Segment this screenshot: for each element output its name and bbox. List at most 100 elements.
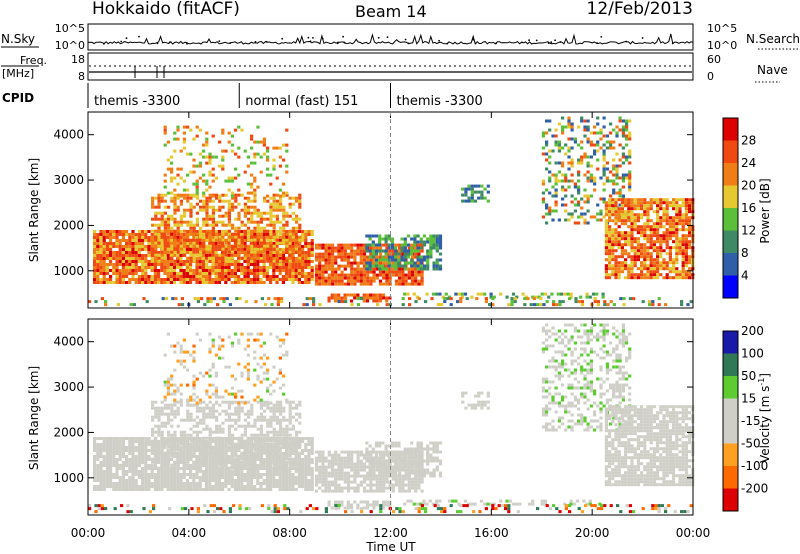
data-cell	[265, 254, 269, 257]
data-cell	[617, 207, 621, 211]
data-cell	[211, 211, 215, 215]
data-cell	[272, 205, 276, 209]
data-cell	[420, 282, 424, 286]
data-cell	[564, 209, 568, 213]
data-cell	[611, 252, 615, 256]
data-cell	[192, 253, 196, 257]
data-cell	[375, 299, 379, 303]
data-cell	[359, 273, 363, 277]
data-cell	[294, 263, 298, 266]
data-cell	[176, 244, 180, 248]
data-cell	[253, 458, 257, 461]
data-cell	[304, 278, 308, 281]
data-cell	[154, 211, 158, 215]
data-cell	[163, 266, 167, 269]
data-cell	[272, 208, 276, 212]
data-cell	[218, 214, 222, 218]
data-cell	[589, 215, 593, 219]
data-cell	[656, 237, 660, 241]
data-cell	[211, 281, 215, 284]
data-cell	[636, 258, 640, 262]
data-cell	[150, 269, 154, 272]
data-cell	[567, 149, 571, 153]
data-cell	[681, 273, 685, 277]
data-cell	[611, 246, 615, 250]
data-cell	[394, 261, 398, 265]
data-cell	[185, 269, 189, 272]
data-cell	[337, 293, 341, 297]
data-cell	[154, 259, 158, 263]
data-cell	[243, 488, 247, 491]
noise-right-tick-top: 10^5	[707, 22, 737, 35]
data-cell	[249, 470, 253, 473]
data-cell	[656, 231, 660, 235]
data-cell	[144, 245, 148, 248]
data-cell	[678, 207, 682, 211]
data-cell	[153, 281, 157, 284]
data-cell	[265, 233, 269, 236]
data-cell	[652, 270, 656, 274]
data-cell	[400, 237, 404, 241]
data-cell	[179, 250, 183, 254]
data-cell	[394, 258, 398, 262]
data-cell	[272, 278, 276, 281]
data-cell	[173, 229, 177, 233]
data-cell	[275, 479, 279, 482]
data-cell	[134, 488, 138, 491]
data-cell	[554, 140, 558, 144]
data-cell	[374, 243, 379, 247]
data-cell	[166, 266, 170, 269]
data-cell	[304, 482, 308, 485]
data-cell	[688, 267, 692, 271]
data-cell	[281, 437, 285, 440]
data-cell	[672, 261, 676, 265]
data-cell	[176, 275, 180, 278]
data-cell	[141, 467, 145, 470]
data-cell	[298, 259, 302, 263]
data-cell	[573, 185, 577, 189]
data-cell	[541, 182, 545, 186]
data-cell	[189, 205, 193, 209]
data-cell	[179, 479, 183, 482]
data-cell	[109, 464, 113, 467]
data-cell	[278, 146, 282, 150]
data-cell	[589, 140, 593, 144]
data-cell	[195, 125, 199, 129]
data-cell	[420, 279, 424, 283]
data-cell	[147, 266, 151, 269]
data-cell	[173, 476, 177, 479]
data-cell	[233, 488, 237, 491]
data-cell	[176, 128, 180, 132]
data-cell	[330, 249, 335, 253]
data-cell	[118, 269, 122, 272]
data-cell	[278, 263, 282, 266]
noise-search-dot	[600, 36, 603, 38]
data-cell	[596, 167, 600, 171]
data-cell	[230, 149, 234, 153]
data-cell	[166, 449, 170, 452]
data-cell	[630, 258, 634, 262]
data-cell	[125, 269, 129, 272]
data-cell	[561, 116, 565, 120]
data-cell	[214, 482, 218, 485]
data-cell	[217, 278, 221, 281]
data-cell	[137, 260, 141, 263]
data-cell	[196, 297, 200, 301]
data-cell	[375, 255, 379, 259]
data-cell	[265, 266, 269, 269]
data-cell	[118, 452, 122, 455]
data-cell	[369, 252, 373, 256]
data-cell	[275, 199, 279, 203]
data-cell	[564, 125, 568, 129]
data-cell	[227, 458, 231, 461]
data-cell	[105, 482, 109, 485]
data-cell	[211, 214, 215, 218]
data-cell	[640, 201, 644, 205]
data-cell	[145, 300, 149, 304]
data-cell	[253, 266, 257, 269]
data-cell	[314, 243, 319, 247]
data-cell	[214, 278, 218, 281]
data-cell	[211, 278, 215, 281]
data-cell	[362, 264, 367, 268]
data-cell	[288, 245, 292, 248]
